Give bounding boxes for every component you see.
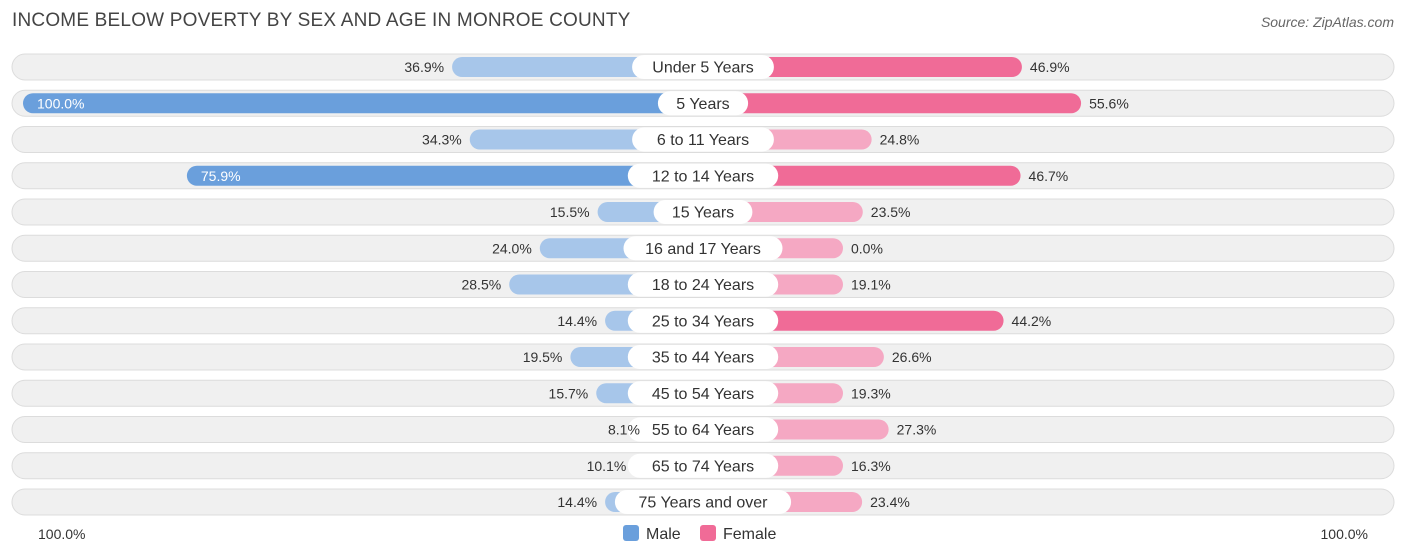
female-bar [693,93,1082,114]
female-value-label: 46.7% [1029,168,1069,184]
male-bar [186,165,713,186]
male-value-label: 10.1% [587,458,627,474]
female-value-label: 44.2% [1012,313,1052,329]
category-label: 18 to 24 Years [652,277,754,294]
female-value-label: 23.4% [870,494,910,510]
category-pill [627,272,779,297]
male-value-label: 75.9% [201,168,241,184]
category-pill [627,453,779,478]
female-value-label: 46.9% [1030,59,1070,75]
male-value-label: 15.5% [550,204,590,220]
category-pill [614,490,792,514]
female-value-label: 19.1% [851,277,891,293]
category-label: 15 Years [672,205,734,222]
axis-left-label: 100.0% [38,526,85,542]
category-label: 65 to 74 Years [652,458,754,475]
female-value-label: 0.0% [851,240,883,256]
male-value-label: 24.0% [492,240,532,256]
legend-female-label: Female [723,526,776,543]
category-label: 6 to 11 Years [657,132,749,149]
category-label: 16 and 17 Years [645,241,761,258]
male-value-label: 34.3% [422,132,462,148]
category-label: 75 Years and over [639,495,769,512]
category-label: 35 to 44 Years [652,350,754,367]
category-label: 25 to 34 Years [652,313,754,330]
female-value-label: 23.5% [871,204,911,220]
female-bar [693,57,1022,77]
female-value-label: 19.3% [851,385,891,401]
category-pill [632,127,774,152]
category-pill [623,236,783,261]
category-pill [627,308,779,333]
category-label: 45 to 54 Years [652,386,754,403]
male-value-label: 8.1% [608,422,640,438]
male-value-label: 19.5% [523,349,563,365]
category-label: 5 Years [676,96,729,113]
chart-title: INCOME BELOW POVERTY BY SEX AND AGE IN M… [12,10,631,31]
legend-male-swatch [623,525,639,541]
female-value-label: 55.6% [1089,95,1129,111]
male-value-label: 28.5% [461,277,501,293]
axis-right-label: 100.0% [1321,526,1368,542]
male-bar [23,93,713,114]
category-pill [627,345,779,369]
female-value-label: 26.6% [892,349,932,365]
category-pill [657,91,749,116]
male-value-label: 100.0% [37,95,84,111]
legend-male-label: Male [646,526,681,543]
category-pill [653,200,753,224]
category-label: Under 5 Years [652,60,753,77]
category-pill [627,381,779,406]
male-value-label: 15.7% [549,385,589,401]
male-value-label: 36.9% [404,59,444,75]
category-pill [627,163,779,188]
legend-female-swatch [700,525,716,541]
female-value-label: 24.8% [880,132,920,148]
male-value-label: 14.4% [557,313,597,329]
category-label: 12 to 14 Years [652,168,754,185]
category-pill [627,417,779,442]
female-value-label: 16.3% [851,458,891,474]
source-credit: Source: ZipAtlas.com [1260,14,1394,30]
female-value-label: 27.3% [897,422,937,438]
male-value-label: 14.4% [557,494,597,510]
category-label: 55 to 64 Years [652,422,754,439]
category-pill [632,55,774,79]
